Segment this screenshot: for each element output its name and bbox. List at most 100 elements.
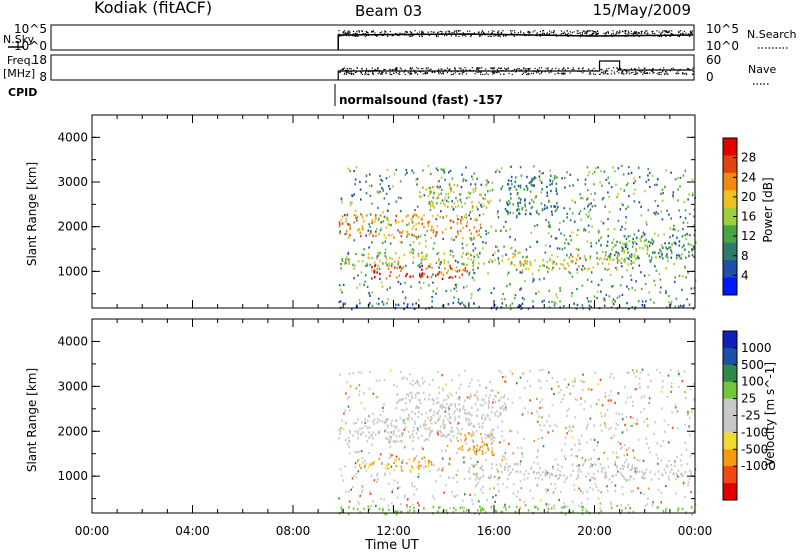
heatmap-cell — [504, 208, 507, 211]
heatmap-cell — [424, 234, 426, 237]
heatmap-cell — [495, 395, 497, 398]
heatmap-cell — [466, 222, 469, 225]
heatmap-cell — [561, 449, 563, 452]
heatmap-cell — [541, 398, 544, 401]
heatmap-cell — [571, 294, 573, 298]
heatmap-cell — [530, 206, 533, 210]
heatmap-cell — [571, 231, 573, 234]
heatmap-cell — [640, 239, 642, 243]
heatmap-cell — [386, 418, 389, 421]
trace-point — [626, 71, 628, 73]
heatmap-cell — [468, 467, 471, 470]
heatmap-cell — [533, 184, 535, 187]
trace-point — [409, 68, 411, 70]
trace-point — [365, 68, 368, 70]
heatmap-cell — [622, 173, 625, 176]
trace-point — [397, 73, 399, 75]
heatmap-cell — [634, 240, 636, 244]
heatmap-cell — [359, 302, 361, 305]
heatmap-cell — [445, 215, 448, 218]
heatmap-cell — [554, 423, 556, 426]
heatmap-cell — [440, 202, 442, 205]
heatmap-cell — [517, 184, 520, 188]
heatmap-cell — [443, 399, 445, 402]
heatmap-cell — [554, 175, 556, 178]
heatmap-cell — [444, 426, 446, 429]
heatmap-cell — [464, 267, 467, 270]
heatmap-cell — [491, 260, 494, 263]
heatmap-cell — [462, 247, 464, 250]
heatmap-cell — [341, 222, 344, 225]
heatmap-cell — [491, 406, 494, 409]
heatmap-cell — [473, 278, 475, 282]
heatmap-cell — [557, 463, 559, 467]
trace-point — [349, 67, 351, 70]
heatmap-cell — [438, 259, 440, 262]
heatmap-cell — [453, 238, 455, 241]
heatmap-cell — [366, 419, 369, 422]
trace-point — [666, 71, 668, 73]
heatmap-cell — [551, 253, 553, 257]
heatmap-cell — [498, 170, 501, 173]
heatmap-cell — [411, 379, 414, 382]
heatmap-cell — [674, 305, 677, 308]
heatmap-cell — [352, 434, 354, 437]
trace-point — [365, 73, 367, 75]
trace-point — [682, 32, 684, 35]
heatmap-cell — [632, 449, 635, 452]
trace-point — [362, 33, 364, 35]
heatmap-cell — [450, 226, 452, 229]
heatmap-cell — [342, 479, 345, 482]
heatmap-cell — [441, 510, 444, 513]
heatmap-cell — [627, 466, 629, 469]
heatmap-cell — [659, 371, 661, 374]
heatmap-cell — [510, 175, 513, 178]
heatmap-cell — [476, 476, 478, 479]
heatmap-cell — [444, 267, 446, 270]
heatmap-cell — [529, 261, 531, 264]
heatmap-cell — [420, 217, 423, 221]
trace-point — [483, 31, 485, 34]
heatmap-cell — [544, 204, 546, 207]
heatmap-cell — [360, 433, 362, 436]
heatmap-cell — [513, 297, 516, 300]
heatmap-cell — [467, 432, 470, 435]
heatmap-cell — [590, 405, 592, 408]
heatmap-cell — [581, 508, 584, 512]
heatmap-cell — [623, 477, 626, 480]
heatmap-cell — [351, 201, 353, 204]
heatmap-cell — [411, 410, 413, 413]
trace-point — [630, 30, 632, 32]
heatmap-cell — [493, 453, 495, 456]
trace-point — [465, 69, 467, 71]
heatmap-cell — [403, 253, 406, 257]
heatmap-cell — [404, 173, 407, 176]
heatmap-cell — [393, 236, 395, 239]
heatmap-cell — [389, 274, 391, 278]
heatmap-cell — [662, 380, 664, 383]
heatmap-cell — [633, 253, 636, 257]
heatmap-cell — [693, 208, 696, 211]
heatmap-cell — [530, 213, 532, 216]
trace-point — [553, 30, 555, 32]
heatmap-cell — [442, 466, 444, 469]
heatmap-cell — [395, 510, 397, 513]
heatmap-cell — [607, 191, 609, 194]
heatmap-cell — [425, 239, 427, 243]
heatmap-cell — [640, 396, 643, 399]
heatmap-cell — [377, 302, 380, 306]
heatmap-cell — [643, 420, 646, 423]
heatmap-cell — [675, 492, 677, 495]
heatmap-cell — [549, 245, 551, 248]
heatmap-cell — [499, 199, 501, 202]
heatmap-cell — [493, 475, 495, 479]
heatmap-cell — [650, 241, 652, 244]
heatmap-cell — [431, 398, 434, 401]
heatmap-cell — [347, 436, 350, 440]
heatmap-cell — [448, 416, 451, 419]
heatmap-cell — [485, 394, 487, 397]
heatmap-cell — [453, 411, 455, 415]
heatmap-cell — [471, 276, 474, 279]
heatmap-cell — [616, 504, 618, 507]
heatmap-cell — [370, 231, 372, 234]
